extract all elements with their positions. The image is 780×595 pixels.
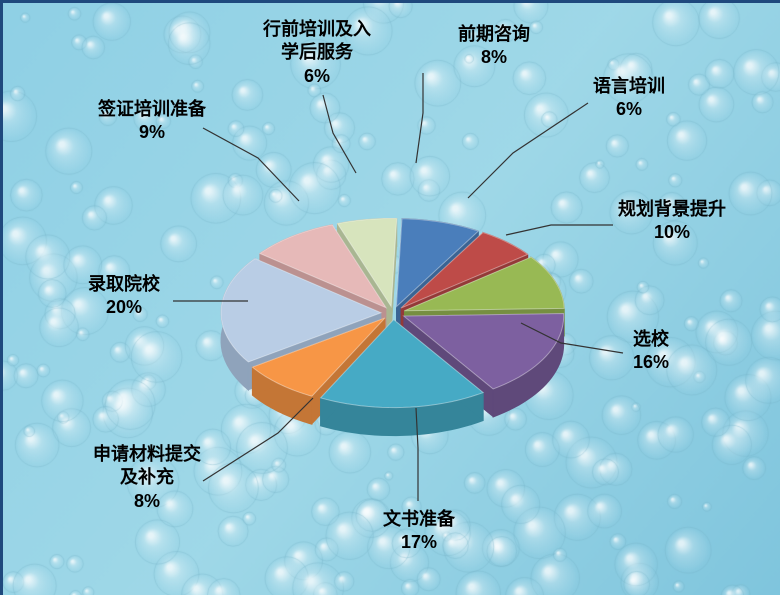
slice-label: 录取院校20%: [88, 273, 160, 320]
leader-line: [416, 73, 423, 163]
slice-label: 行前培训及入学后服务6%: [263, 18, 371, 88]
leader-line: [506, 225, 613, 235]
slice-label: 语言培训6%: [593, 75, 665, 122]
chart-frame: 前期咨询8% 语言培训6% 规划背景提升10% 选校16% 文书准备17% 申请材料提交及…: [0, 0, 780, 595]
leader-line: [203, 128, 299, 201]
slice-label: 文书准备17%: [383, 508, 455, 555]
slice-label: 申请材料提交及补充8%: [93, 443, 201, 513]
leader-line: [323, 95, 356, 173]
slice-label: 签证培训准备9%: [98, 98, 206, 145]
slice-label: 前期咨询8%: [458, 23, 530, 70]
slice-label: 选校16%: [633, 328, 669, 375]
slice-label: 规划背景提升10%: [618, 198, 726, 245]
leader-line: [468, 103, 588, 198]
